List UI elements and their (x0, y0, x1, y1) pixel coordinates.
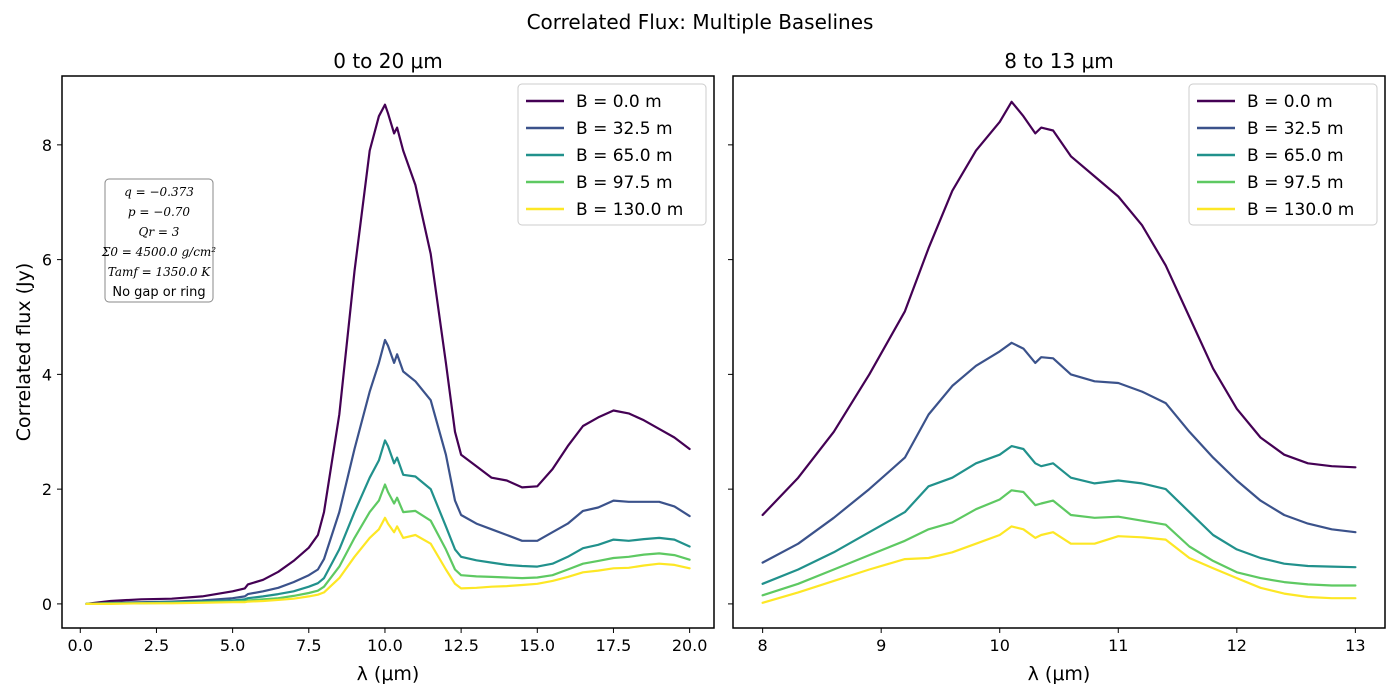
series-line-4 (761, 489, 1357, 597)
panel-left: 0 to 20 μm 0.0 2.5 5.0 7.5 10.0 12.5 15.0 17.5 2… (13, 49, 715, 685)
panel-left-xlabel: λ (μm) (357, 663, 420, 685)
annotation-sigma0: Σ0 = 4500.0 g/cm² (101, 245, 216, 259)
panel-right-legend: B = 0.0 m B = 32.5 m B = 65.0 m B = 97.5 m B… (1188, 83, 1378, 226)
x-tick-label: 12 (1227, 636, 1247, 655)
x-tick-label: 15.0 (519, 636, 555, 655)
legend-entry-5: B = 130.0 m (576, 200, 683, 220)
x-tick-label: 8 (758, 636, 768, 655)
series-line-5 (761, 525, 1357, 604)
panel-right-title: 8 to 13 μm (1004, 49, 1114, 73)
x-tick-label: 17.5 (596, 636, 632, 655)
y-tick-label: 2 (42, 480, 52, 499)
panel-right-axes-frame (732, 75, 1386, 629)
x-tick-label: 0.0 (68, 636, 93, 655)
legend-frame (1188, 83, 1378, 226)
legend-entry-4: B = 97.5 m (1247, 173, 1344, 193)
x-tick-label: 20.0 (672, 636, 708, 655)
annotation-gap: No gap or ring (112, 285, 205, 300)
x-tick-label: 10 (990, 636, 1010, 655)
panel-left-series-group (85, 103, 691, 606)
legend-entry-2: B = 32.5 m (576, 119, 673, 139)
y-tick-label: 6 (42, 251, 52, 270)
y-tick-label: 4 (42, 365, 52, 384)
panel-left-plot-area: 0.0 2.5 5.0 7.5 10.0 12.5 15.0 17.5 20.0 0 2 4 6 8 B =… (42, 75, 715, 655)
y-tick-label: 8 (42, 136, 52, 155)
legend-entry-3: B = 65.0 m (1247, 146, 1344, 166)
x-tick-label: 11 (1108, 636, 1128, 655)
panel-right-series-group (761, 100, 1357, 604)
legend-entry-2: B = 32.5 m (1247, 119, 1344, 139)
panel-right-plot-area: 8 9 10 11 12 13B = 0.0 mB = 32.5 mB = 65.0 mB… (728, 75, 1386, 655)
panel-left-ylabel: Correlated flux (Jy) (13, 263, 35, 442)
series-line-3 (85, 439, 691, 606)
x-tick-label: 9 (876, 636, 886, 655)
series-line-1 (85, 103, 691, 606)
annotation-tamf: Tamf = 1350.0 K (108, 265, 212, 279)
legend-entry-3: B = 65.0 m (576, 146, 673, 166)
annotation-box-frame (104, 178, 214, 303)
series-line-1 (761, 100, 1357, 517)
annotation-q: q = −0.373 (124, 185, 194, 199)
annotation-p: p = −0.70 (128, 205, 191, 219)
panel-left-legend: B = 0.0 m B = 32.5 m B = 65.0 m B = 97.5 m B… (517, 83, 707, 226)
panel-left-title: 0 to 20 μm (333, 49, 443, 73)
legend-entry-4: B = 97.5 m (576, 173, 673, 193)
figure-suptitle: Correlated Flux: Multiple Baselines (527, 10, 874, 34)
series-line-2 (761, 341, 1357, 564)
x-tick-label: 7.5 (296, 636, 321, 655)
y-tick-label: 0 (42, 595, 52, 614)
x-tick-label: 13 (1345, 636, 1365, 655)
series-line-3 (761, 445, 1357, 585)
x-tick-label: 5.0 (220, 636, 245, 655)
series-line-5 (85, 516, 691, 606)
x-tick-label: 10.0 (367, 636, 403, 655)
annotation-qr: Qr = 3 (139, 225, 180, 239)
panel-right-xlabel: λ (μm) (1028, 663, 1091, 685)
x-tick-label: 2.5 (144, 636, 169, 655)
legend-entry-1: B = 0.0 m (576, 92, 662, 112)
legend-entry-5: B = 130.0 m (1247, 200, 1354, 220)
panel-left-axes-frame (61, 75, 715, 629)
x-tick-label: 12.5 (443, 636, 479, 655)
series-line-2 (85, 338, 691, 606)
legend-frame (517, 83, 707, 226)
panel-right: 8 to 13 μm 8 9 10 11 12 13 B = 0.0 m B = 32.5 m… (728, 49, 1386, 685)
parameter-annotation-box: q = −0.373 p = −0.70 Qr = 3 Σ0 = 4500.0 … (101, 178, 216, 303)
legend-entry-1: B = 0.0 m (1247, 92, 1333, 112)
